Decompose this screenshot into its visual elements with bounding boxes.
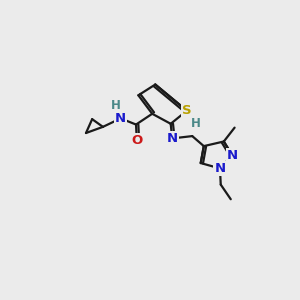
Text: N: N <box>227 149 238 162</box>
Text: N: N <box>214 162 226 175</box>
Text: H: H <box>191 117 201 130</box>
Text: H: H <box>111 99 121 112</box>
Text: N: N <box>167 132 178 145</box>
Text: S: S <box>182 104 192 117</box>
Text: N: N <box>115 112 126 125</box>
Text: O: O <box>131 134 142 147</box>
